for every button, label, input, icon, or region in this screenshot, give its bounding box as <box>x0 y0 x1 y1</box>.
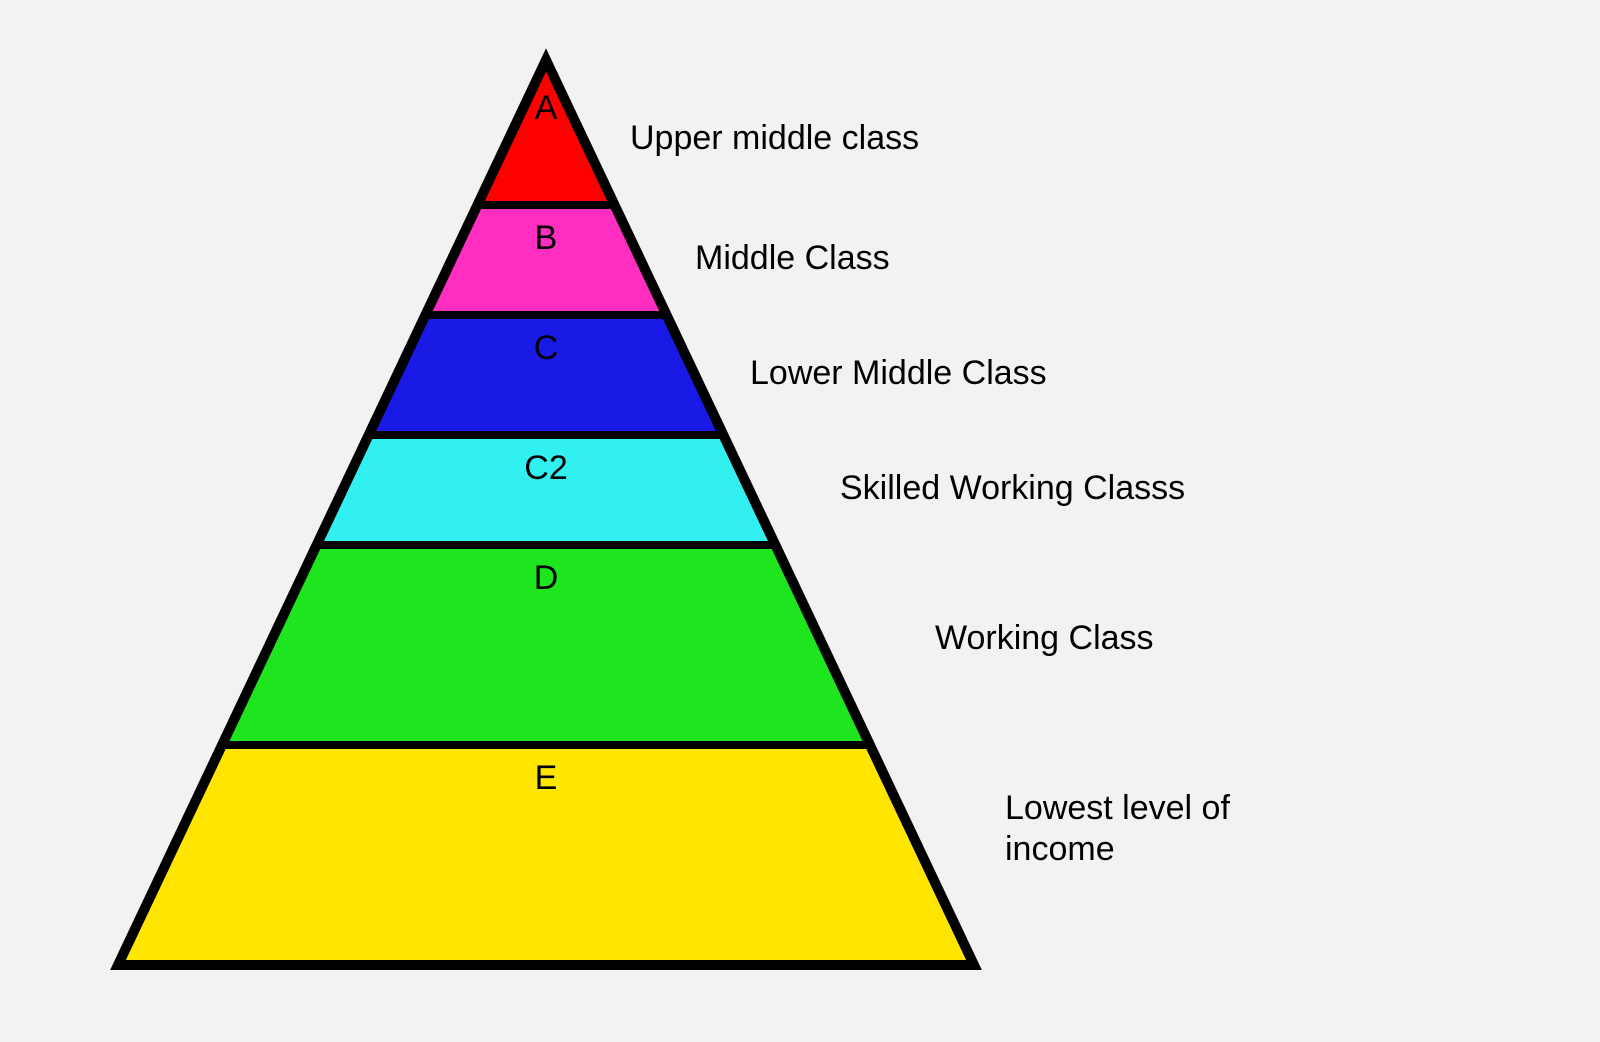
tier-letter: D <box>534 559 559 597</box>
tier-description: Middle Class <box>695 239 890 277</box>
pyramid-tier <box>477 60 614 205</box>
tier-description: Skilled Working Classs <box>840 469 1185 507</box>
tier-letter: E <box>535 759 558 797</box>
tier-letter: B <box>535 219 558 257</box>
tier-description: Working Class <box>935 619 1154 657</box>
tier-description: Lower Middle Class <box>750 354 1047 392</box>
pyramid-diagram: A B C C2 D E Upper middle class Middle Class Low… <box>0 0 1600 1042</box>
tier-description: Upper middle class <box>630 119 919 157</box>
tier-letter: C2 <box>524 449 567 487</box>
tier-letter: C <box>534 329 559 367</box>
tier-description: Lowest level ofincome <box>1005 789 1230 868</box>
tier-letter: A <box>535 89 558 127</box>
